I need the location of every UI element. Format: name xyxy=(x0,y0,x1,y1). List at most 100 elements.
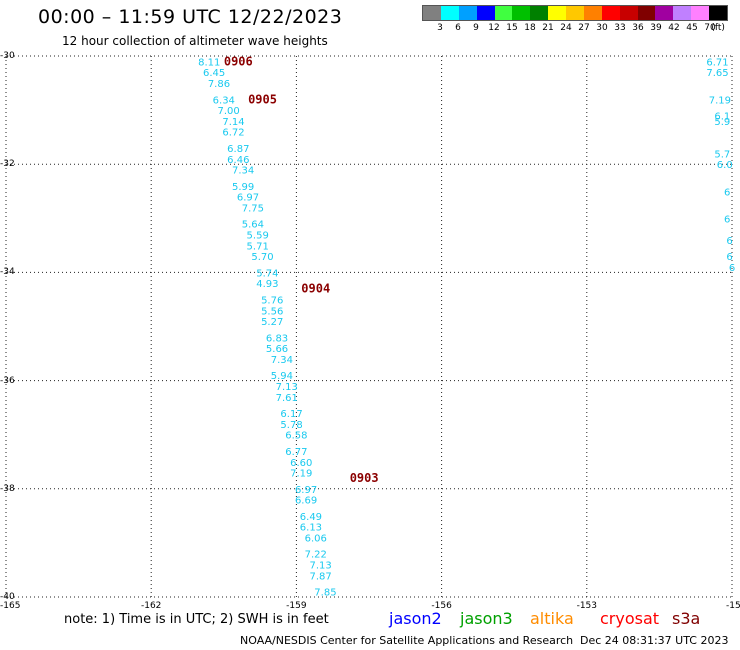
legend-bin-label: 30 xyxy=(596,23,608,33)
wave-height-label: 7.65 xyxy=(706,68,728,79)
legend-color-bar xyxy=(422,5,728,21)
lon-tick-label: -15 xyxy=(726,601,740,611)
wave-height-label: 5.56 xyxy=(261,306,283,317)
wave-height-label: 5.74 xyxy=(256,268,278,279)
legend-swatch xyxy=(637,6,656,20)
wave-height-label: 7.87 xyxy=(309,571,331,582)
wave-height-label: 6.45 xyxy=(203,68,225,79)
lat-tick-label: -38 xyxy=(0,483,15,494)
legend-swatch xyxy=(512,6,531,20)
legend-bin-label: 33 xyxy=(614,23,626,33)
footnote: note: 1) Time is in UTC; 2) SWH is in fe… xyxy=(64,612,329,627)
wave-height-label: 8.11 xyxy=(198,57,220,68)
satellite-label-jason3: jason3 xyxy=(460,609,513,628)
legend-bin-label: 3 xyxy=(437,23,443,33)
wave-height-label: 6.13 xyxy=(300,523,322,534)
legend-swatch xyxy=(566,6,584,20)
legend-bin-label: 21 xyxy=(542,23,554,33)
wave-height-label: 7.75 xyxy=(242,203,264,214)
legend-labels: 3 6 9 12 15 18 21 24 27 30 33 36 39 42 45 70 (ft) xyxy=(422,21,728,35)
wave-height-label: 6.1 xyxy=(714,112,730,123)
lat-tick-label: -30 xyxy=(0,51,15,61)
wave-height-label: 6 xyxy=(726,236,732,247)
figure-subtitle: 12 hour collection of altimeter wave hei… xyxy=(62,34,328,48)
wave-height-label: 5.66 xyxy=(266,344,288,355)
wave-height-label: 7.19 xyxy=(709,95,731,106)
lon-tick-label: -159 xyxy=(286,601,307,611)
legend-unit: (ft) xyxy=(711,23,725,33)
wave-height-label: 7.14 xyxy=(222,117,244,128)
legend-bin-label: 70 xyxy=(704,23,716,33)
wave-height-label: 7.00 xyxy=(218,106,240,117)
wave-height-label: 5.70 xyxy=(251,252,273,263)
wave-height-label: 6.60 xyxy=(290,458,312,469)
legend-bin-label: 12 xyxy=(488,23,500,33)
wave-height-label: 6.97 xyxy=(295,485,317,496)
wave-height-label: 5.78 xyxy=(280,420,302,431)
wave-height-label: 6.77 xyxy=(285,447,307,458)
wave-height-label: 6.87 xyxy=(227,144,249,155)
wave-height-label: 5.71 xyxy=(247,241,269,252)
legend-bin-label: 9 xyxy=(473,23,479,33)
legend-swatch xyxy=(709,6,727,20)
wave-height-label: 6 xyxy=(729,263,735,274)
wave-height-label: 4.93 xyxy=(256,279,278,290)
lat-tick-label: -40 xyxy=(0,592,15,602)
legend-swatch xyxy=(458,6,477,20)
legend-swatch xyxy=(548,6,566,20)
wave-height-label: 6.06 xyxy=(305,533,327,544)
legend-swatch xyxy=(583,6,602,20)
wave-height-label: 6.58 xyxy=(285,431,307,442)
pass-time-label: 0906 xyxy=(224,54,253,68)
legend-swatch xyxy=(601,6,620,20)
legend-bin-label: 6 xyxy=(455,23,461,33)
wave-height-label: 6 xyxy=(726,252,732,263)
wave-height-label: 5.76 xyxy=(261,295,283,306)
wave-height-label: 5.7 xyxy=(714,149,730,160)
wave-height-label: 5.99 xyxy=(232,182,254,193)
wave-height-label: 7.34 xyxy=(232,166,254,177)
wave-height-label: 6 xyxy=(724,187,730,198)
generated-timestamp: Dec 24 08:31:37 UTC 2023 xyxy=(580,634,729,647)
wave-height-label: 7.86 xyxy=(208,79,230,90)
figure-title: 00:00 – 11:59 UTC 12/22/2023 xyxy=(38,6,343,28)
satellite-label-s3a: s3a xyxy=(672,609,701,628)
lat-tick-label: -34 xyxy=(0,267,15,278)
pass-time-label: 0904 xyxy=(301,282,330,296)
wave-height-label: 6 xyxy=(724,214,730,225)
wave-height-label: 6.49 xyxy=(300,512,322,523)
wave-height-label: 6.83 xyxy=(266,333,288,344)
legend-swatch xyxy=(530,6,549,20)
color-legend: 3 6 9 12 15 18 21 24 27 30 33 36 39 42 45 70 (ft) xyxy=(422,5,728,35)
legend-swatch xyxy=(655,6,674,20)
legend-swatch xyxy=(673,6,692,20)
wave-height-label: 6.72 xyxy=(222,128,244,139)
lon-tick-label: -153 xyxy=(576,601,598,611)
wave-height-label: 6.46 xyxy=(227,155,249,166)
wave-height-label: 7.19 xyxy=(290,469,312,480)
legend-bin-label: 18 xyxy=(524,23,536,33)
wave-height-label: 6.0 xyxy=(717,160,733,171)
wave-height-label: 7.61 xyxy=(276,393,298,404)
wave-height-label: 6.97 xyxy=(237,193,259,204)
wave-height-label: 5.64 xyxy=(242,220,264,231)
pass-time-label: 0903 xyxy=(350,471,379,485)
wave-height-label: 7.34 xyxy=(271,355,293,366)
legend-swatch xyxy=(423,6,441,20)
wave-height-label: 5.27 xyxy=(261,317,283,328)
lon-tick-label: -156 xyxy=(431,601,452,611)
legend-bin-label: 36 xyxy=(632,23,644,33)
legend-swatch xyxy=(619,6,638,20)
wave-height-label: 5.9 xyxy=(714,117,730,128)
legend-swatch xyxy=(476,6,495,20)
lat-tick-label: -36 xyxy=(0,375,15,386)
legend-bin-label: 45 xyxy=(686,23,698,33)
wave-height-label: 5.94 xyxy=(271,371,293,382)
credit-line: NOAA/NESDIS Center for Satellite Applica… xyxy=(240,634,574,647)
legend-bin-label: 24 xyxy=(560,23,572,33)
legend-bin-label: 27 xyxy=(578,23,590,33)
lat-tick-label: -32 xyxy=(0,159,15,170)
wave-height-label: 7.22 xyxy=(305,550,327,561)
